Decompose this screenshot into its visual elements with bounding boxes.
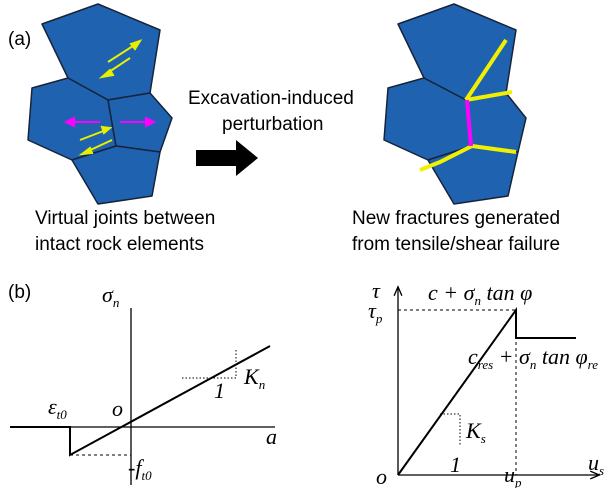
text-part: + σ (493, 344, 531, 369)
shear-graph (398, 288, 598, 475)
figure: (a) Excavation-induced perturbation Virt… (0, 0, 613, 488)
text-part: 1 (214, 378, 225, 403)
strength-label: -ft0 (128, 455, 152, 483)
intact-rock (28, 4, 172, 204)
fractured-rock (384, 4, 526, 204)
arrow-text: Excavation-induced (188, 88, 354, 109)
subscript: re (588, 357, 599, 372)
caption: Virtual joints between (35, 208, 215, 229)
text-part: ε (48, 394, 57, 419)
subscript: n (259, 377, 266, 392)
text-part: o (376, 464, 387, 488)
strain-label: εt0 (48, 394, 67, 422)
subscript: t0 (141, 468, 152, 483)
caption: intact rock elements (35, 234, 204, 255)
subscript: n (113, 295, 120, 310)
subscript: res (478, 357, 493, 372)
x-axis-label: a (266, 424, 277, 449)
panel-label: (a) (8, 29, 31, 50)
text-part: u (588, 450, 599, 475)
text-part: K (465, 418, 482, 443)
subscript: t0 (57, 407, 68, 422)
stiffness-label: Ks (465, 418, 486, 446)
x-axis-label: us (588, 450, 604, 478)
text-part: 1 (450, 452, 461, 477)
origin-label: o (376, 464, 387, 488)
unit-label: 1 (214, 378, 225, 403)
arrow-text: perturbation (222, 114, 323, 135)
unit-label: 1 (450, 452, 461, 477)
transition-arrow (196, 140, 258, 176)
caption: New fractures generated (352, 208, 560, 229)
subscript: s (599, 463, 604, 478)
text-part: tan φ (481, 280, 532, 305)
subscript: p (375, 311, 383, 326)
text-part: K (243, 364, 260, 389)
text-part: o (112, 396, 123, 421)
text-part: c (468, 344, 478, 369)
panel-label: (b) (8, 282, 31, 303)
peak-label: τp (368, 298, 383, 326)
stiffness-label: Kn (243, 364, 265, 392)
subscript: p (514, 475, 522, 488)
y-axis-label: σn (102, 282, 119, 310)
text-part: a (266, 424, 277, 449)
subscript: s (481, 431, 486, 446)
text-part: u (504, 462, 515, 487)
peak-formula: c + σn tan φ (428, 280, 532, 308)
peak-disp-label: up (504, 462, 522, 488)
text-part: tan φ (536, 344, 587, 369)
caption: from tensile/shear failure (352, 234, 560, 255)
origin-label: o (112, 396, 123, 421)
text-part: c + σ (428, 280, 476, 305)
